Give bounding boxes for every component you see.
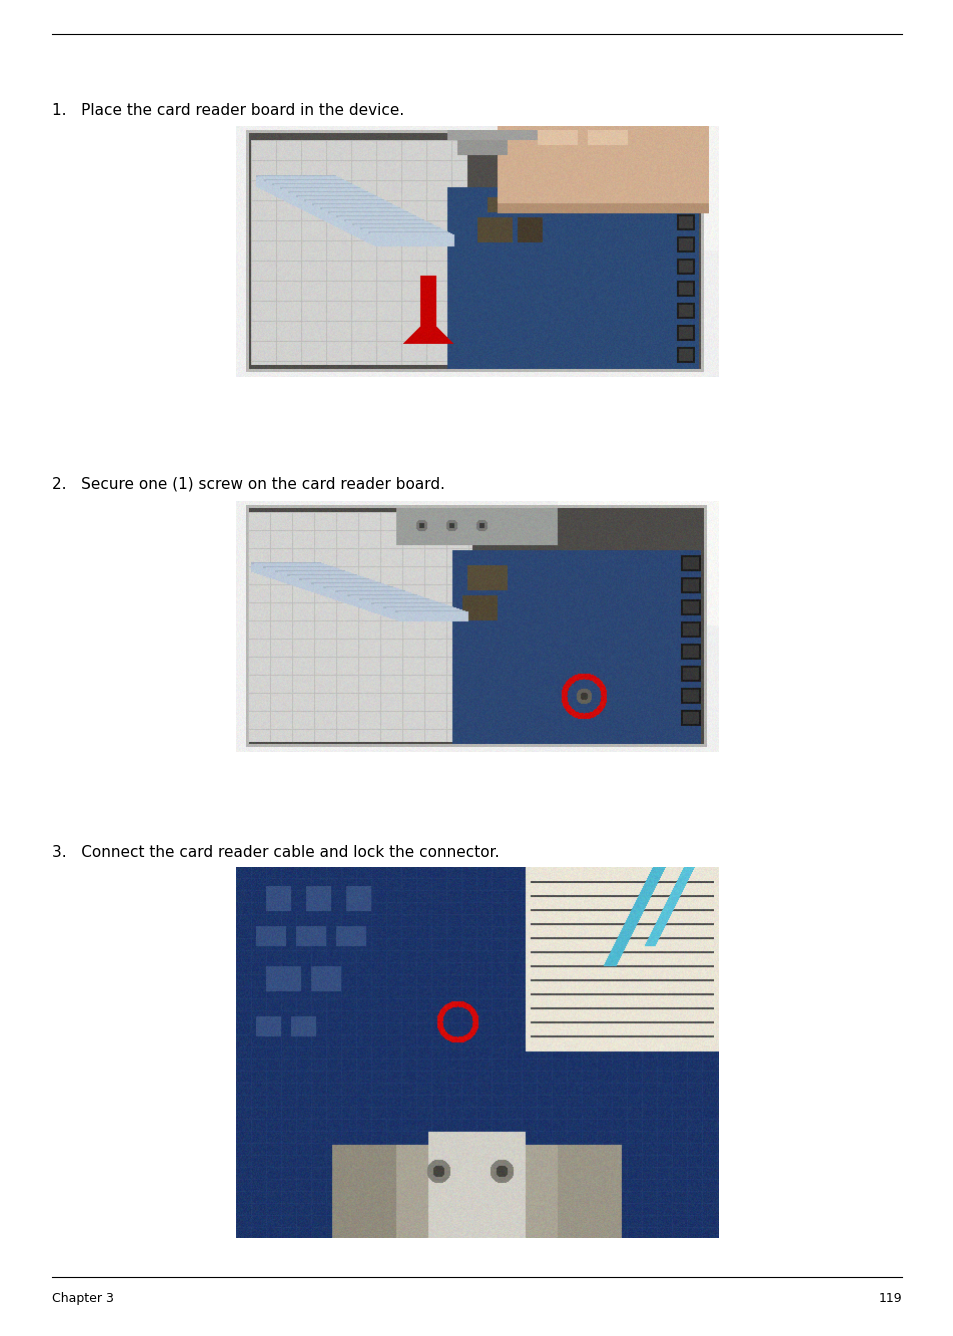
Text: 2.   Secure one (1) screw on the card reader board.: 2. Secure one (1) screw on the card read… xyxy=(51,476,444,492)
Text: 119: 119 xyxy=(878,1292,902,1305)
Text: 3.   Connect the card reader cable and lock the connector.: 3. Connect the card reader cable and loc… xyxy=(51,844,498,860)
Text: 1.   Place the card reader board in the device.: 1. Place the card reader board in the de… xyxy=(51,103,403,118)
Text: Chapter 3: Chapter 3 xyxy=(51,1292,113,1305)
